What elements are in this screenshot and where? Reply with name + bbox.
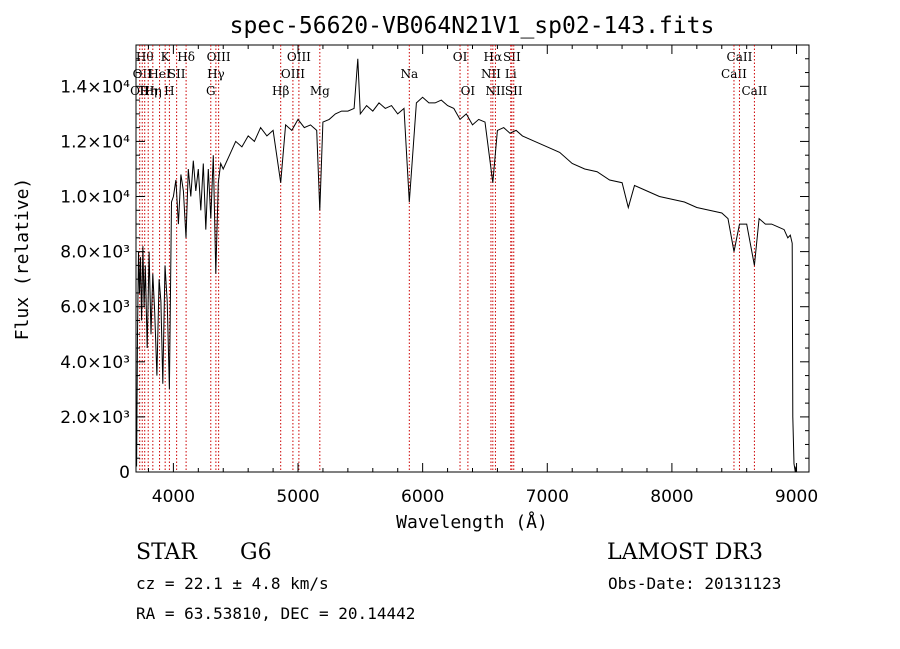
- line-markers: OIIOIIHθHηHηHeIKHSIIHδGHγOIIIHβOIIIOIIIM…: [130, 45, 768, 472]
- y-tick-label: 1.2×10⁴: [60, 132, 130, 152]
- line-marker-label: Hα: [484, 50, 503, 64]
- line-marker-label: OIII: [207, 50, 231, 64]
- line-marker-label: OIII: [287, 50, 311, 64]
- coordinates: RA = 63.53810, DEC = 20.14442: [136, 604, 415, 623]
- line-marker-label: NII: [485, 84, 505, 98]
- obs-date: Obs-Date: 20131123: [608, 574, 781, 593]
- line-marker-label: OII: [133, 67, 153, 81]
- y-tick-label: 4.0×10³: [60, 353, 130, 373]
- line-marker-label: SII: [503, 50, 521, 64]
- plot-frame: [135, 44, 810, 473]
- y-axis-label: Flux (relative): [12, 178, 33, 341]
- line-marker-label: Hθ: [136, 50, 154, 64]
- line-marker-label: H: [164, 84, 174, 98]
- line-marker-label: Hβ: [272, 84, 289, 98]
- y-tick-label: 1.0×10⁴: [60, 188, 130, 208]
- line-marker-label: CaII: [741, 84, 767, 98]
- x-tick-label: 9000: [775, 487, 818, 507]
- line-marker-label: Li: [505, 67, 517, 81]
- object-class: STAR: [136, 540, 198, 565]
- y-tick-label: 1.4×10⁴: [60, 77, 130, 97]
- object-subclass: G6: [240, 540, 272, 565]
- chart-title: spec-56620-VB064N21V1_sp02-143.fits: [230, 13, 715, 39]
- survey-name: LAMOST DR3: [607, 540, 763, 565]
- x-tick-label: 6000: [401, 487, 444, 507]
- x-axis-label: Wavelength (Å): [396, 511, 548, 533]
- y-tick-label: 6.0×10³: [60, 298, 130, 318]
- line-marker-label: K: [161, 50, 171, 64]
- line-marker-label: Hγ: [207, 67, 225, 81]
- y-tick-label: 0: [119, 463, 130, 483]
- y-tick-label: 2.0×10³: [60, 408, 130, 428]
- line-marker-label: NII: [481, 67, 501, 81]
- line-marker-label: CaII: [721, 67, 747, 81]
- line-marker-label: OIII: [281, 67, 305, 81]
- line-marker-label: OI: [453, 50, 468, 64]
- line-marker-label: Mg: [310, 84, 330, 98]
- line-marker-label: Hδ: [177, 50, 195, 64]
- line-marker-label: Hη: [144, 84, 162, 98]
- y-tick-label: 8.0×10³: [60, 243, 130, 263]
- line-marker-label: Na: [400, 67, 418, 81]
- x-tick-label: 5000: [276, 487, 319, 507]
- line-marker-label: SII: [505, 84, 523, 98]
- x-tick-label: 4000: [152, 487, 195, 507]
- x-tick-label: 8000: [650, 487, 693, 507]
- x-tick-label: 7000: [526, 487, 569, 507]
- spectrum-series-line: [136, 58, 797, 473]
- line-marker-label: G: [206, 84, 216, 98]
- line-marker-label: OI: [461, 84, 476, 98]
- line-marker-label: SII: [168, 67, 186, 81]
- redshift-info: cz = 22.1 ± 4.8 km/s: [136, 574, 329, 593]
- axis-ticks: 4000 5000 6000 7000 8000 9000 0 2.0×10³ 4.0×10³ 6…: [60, 45, 818, 507]
- line-marker-label: CaII: [727, 50, 753, 64]
